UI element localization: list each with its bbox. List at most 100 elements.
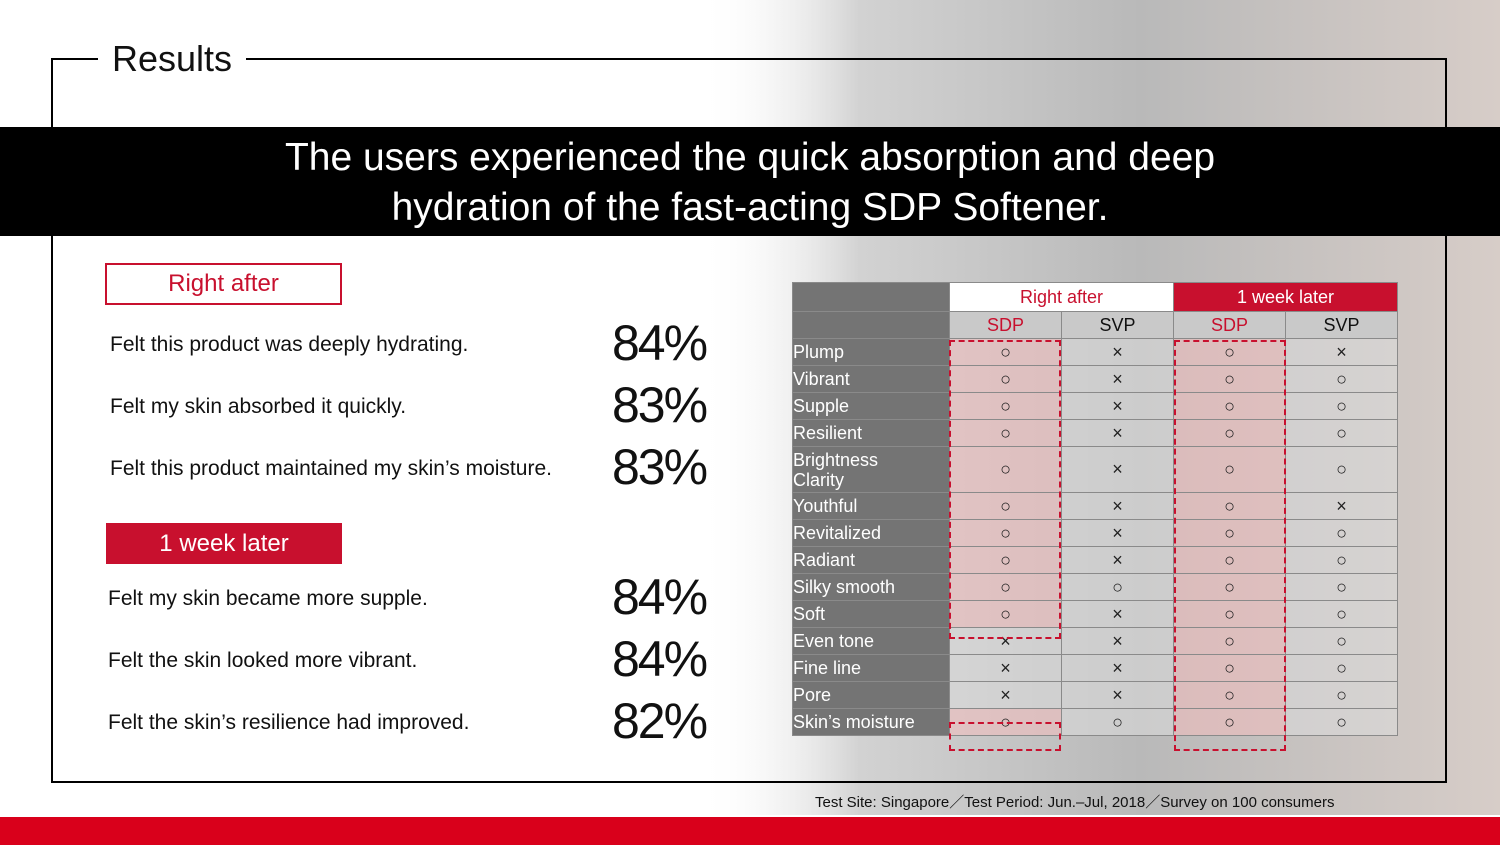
table-row: Fine line × × ○ ○ [792, 654, 1398, 682]
headline-line-2: hydration of the fast-acting SDP Softene… [391, 186, 1109, 229]
value-cell: ○ [1173, 573, 1286, 601]
value-cell: × [1285, 338, 1398, 366]
week-later-label: 1 week later [106, 523, 342, 564]
value-cell: × [949, 681, 1062, 709]
value-cell: × [1061, 654, 1174, 682]
value-cell: × [1061, 392, 1174, 420]
table-row: Even tone × × ○ ○ [792, 627, 1398, 655]
value-cell: ○ [1173, 600, 1286, 628]
results-frame [51, 58, 1447, 783]
stat-value: 84% [612, 631, 708, 687]
table-row: Brightness Clarity ○ × ○ ○ [792, 446, 1398, 493]
value-cell: ○ [949, 519, 1062, 547]
stat-value: 84% [612, 315, 708, 371]
value-cell: ○ [1285, 392, 1398, 420]
value-cell: × [1285, 492, 1398, 520]
attribute-line: Brightness [793, 449, 879, 470]
attribute-cell: Supple [792, 392, 950, 420]
attribute-cell: Youthful [792, 492, 950, 520]
right-after-label: Right after [105, 263, 342, 305]
attribute-cell: Pore [792, 681, 950, 709]
table-row: Pore × × ○ ○ [792, 681, 1398, 709]
value-cell: ○ [1173, 546, 1286, 574]
value-cell: ○ [949, 365, 1062, 393]
sub-header-svp: SVP [1285, 311, 1398, 339]
attribute-line: Clarity [793, 469, 845, 490]
sub-header-svp: SVP [1061, 311, 1174, 339]
attribute-cell: Vibrant [792, 365, 950, 393]
attribute-cell: Skin’s moisture [792, 708, 950, 736]
value-cell: × [949, 627, 1062, 655]
value-cell: ○ [949, 419, 1062, 447]
value-cell: ○ [949, 708, 1062, 736]
stat-text: Felt my skin absorbed it quickly. [110, 395, 407, 418]
headline-banner: The users experienced the quick absorpti… [0, 127, 1500, 236]
value-cell: × [1061, 681, 1174, 709]
sub-header-sdp: SDP [1173, 311, 1286, 339]
value-cell: ○ [1173, 492, 1286, 520]
value-cell: × [1061, 627, 1174, 655]
value-cell: ○ [1173, 627, 1286, 655]
stat-text: Felt my skin became more supple. [108, 587, 428, 610]
table-corner [792, 311, 950, 339]
value-cell: ○ [1285, 519, 1398, 547]
value-cell: ○ [1285, 365, 1398, 393]
value-cell: × [1061, 492, 1174, 520]
value-cell: ○ [949, 546, 1062, 574]
value-cell: × [1061, 338, 1174, 366]
table-row: Resilient ○ × ○ ○ [792, 419, 1398, 447]
value-cell: ○ [949, 446, 1062, 493]
table-row: Plump ○ × ○ × [792, 338, 1398, 366]
value-cell: × [1061, 446, 1174, 493]
value-cell: ○ [1173, 365, 1286, 393]
attribute-cell: Brightness Clarity [792, 446, 950, 493]
table-corner [792, 282, 950, 312]
section-title: Results [98, 37, 247, 81]
value-cell: × [1061, 519, 1174, 547]
attribute-cell: Fine line [792, 654, 950, 682]
value-cell: ○ [1173, 338, 1286, 366]
stat-text: Felt this product was deeply hydrating. [110, 333, 469, 356]
value-cell: ○ [1285, 573, 1398, 601]
comparison-table: Right after 1 week later SDP SVP SDP SVP… [792, 282, 1398, 736]
value-cell: ○ [1173, 681, 1286, 709]
stat-text: Felt the skin’s resilience had improved. [108, 711, 470, 734]
table-row: Revitalized ○ × ○ ○ [792, 519, 1398, 547]
stat-text: Felt the skin looked more vibrant. [108, 649, 418, 672]
value-cell: ○ [949, 600, 1062, 628]
headline-line-1: The users experienced the quick absorpti… [284, 136, 1216, 179]
table-row: Skin’s moisture ○ ○ ○ ○ [792, 708, 1398, 736]
value-cell: ○ [1285, 627, 1398, 655]
value-cell: ○ [1173, 392, 1286, 420]
stat-text: Felt this product maintained my skin’s m… [110, 457, 552, 480]
attribute-cell: Revitalized [792, 519, 950, 547]
value-cell: ○ [1061, 708, 1174, 736]
value-cell: ○ [1285, 600, 1398, 628]
value-cell: × [1061, 365, 1174, 393]
attribute-cell: Resilient [792, 419, 950, 447]
value-cell: ○ [949, 492, 1062, 520]
value-cell: × [949, 654, 1062, 682]
value-cell: ○ [1285, 419, 1398, 447]
value-cell: ○ [1061, 573, 1174, 601]
attribute-cell: Radiant [792, 546, 950, 574]
value-cell: × [1061, 600, 1174, 628]
group-header-week-later: 1 week later [1173, 282, 1398, 312]
table-row: Vibrant ○ × ○ ○ [792, 365, 1398, 393]
value-cell: ○ [949, 573, 1062, 601]
value-cell: ○ [1285, 681, 1398, 709]
table-row: Supple ○ × ○ ○ [792, 392, 1398, 420]
value-cell: ○ [949, 392, 1062, 420]
sub-header-sdp: SDP [949, 311, 1062, 339]
group-header-right-after: Right after [949, 282, 1174, 312]
stat-value: 83% [612, 439, 708, 495]
value-cell: ○ [1173, 654, 1286, 682]
value-cell: ○ [1173, 419, 1286, 447]
stat-value: 83% [612, 377, 708, 433]
value-cell: ○ [1173, 519, 1286, 547]
footnote: Test Site: Singapore／Test Period: Jun.–J… [815, 794, 1335, 811]
value-cell: ○ [1173, 708, 1286, 736]
attribute-cell: Plump [792, 338, 950, 366]
value-cell: × [1061, 419, 1174, 447]
value-cell: ○ [1285, 708, 1398, 736]
